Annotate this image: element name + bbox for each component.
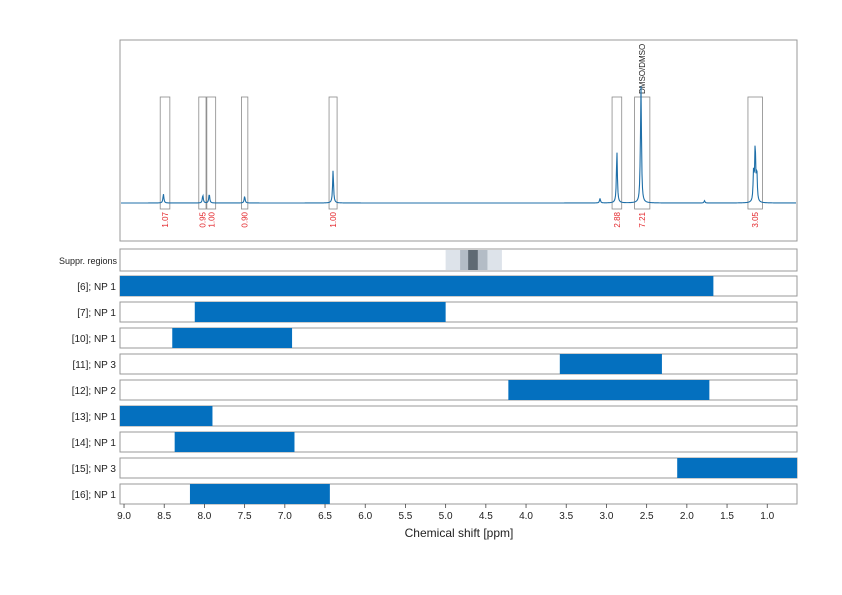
x-axis: 9.0 8.5 8.0 7.5 7.0 6.5 6.0 5.5 5.0 4.5 4.0 3.5 3.0 2…: [117, 504, 775, 522]
bar-2: [172, 328, 293, 348]
bar-label-8: [16]; NP 1: [72, 490, 117, 501]
bar-label-7: [15]; NP 3: [72, 464, 117, 475]
x-tick-label-3: 7.5: [238, 511, 252, 522]
suppression-band-2: [468, 250, 478, 270]
bar-5: [120, 406, 213, 426]
bar-0: [120, 276, 714, 296]
bar-row-frame-3: [119, 353, 798, 375]
x-tick-label-5: 6.5: [318, 511, 332, 522]
x-tick-label-16: 1.0: [760, 511, 774, 522]
integration-value-0: 1.07: [161, 211, 170, 227]
x-tick-label-2: 8.0: [197, 511, 211, 522]
integration-value-1: 0.95: [198, 211, 207, 227]
x-tick-label-9: 4.5: [479, 511, 493, 522]
bar-label-4: [12]; NP 2: [72, 386, 117, 397]
region-bars-panel: [6]; NP 1 [7]; NP 1 [10]; NP 1 [11]; NP 3 [1…: [72, 275, 798, 505]
bar-1: [194, 302, 446, 322]
x-tick-label-1: 8.5: [157, 511, 171, 522]
bar-label-1: [7]; NP 1: [77, 308, 116, 319]
x-tick-label-15: 1.5: [720, 511, 734, 522]
integration-box-0: [159, 96, 171, 210]
bar-row-frame-5: [119, 405, 798, 427]
bar-label-2: [10]; NP 1: [72, 334, 117, 345]
integration-box-5: [611, 96, 623, 210]
x-tick-label-11: 3.5: [559, 511, 573, 522]
integration-box-3: [241, 96, 249, 210]
x-tick-label-7: 5.5: [398, 511, 412, 522]
bar-label-5: [13]; NP 1: [72, 412, 117, 423]
integration-box-7: [747, 96, 763, 210]
x-tick-label-0: 9.0: [117, 511, 131, 522]
integration-value-7: 3.05: [751, 211, 760, 227]
integration-value-2: 1.00: [207, 211, 216, 227]
spectrum-line: [121, 86, 796, 204]
solvent-label: DMSO/DMSO: [638, 44, 647, 94]
x-tick-label-10: 4.0: [519, 511, 533, 522]
suppression-panel: Suppr. regions: [59, 248, 798, 272]
x-tick-label-8: 5.0: [439, 511, 453, 522]
x-tick-label-4: 7.0: [278, 511, 292, 522]
x-tick-label-12: 3.0: [599, 511, 613, 522]
integration-box-4: [328, 96, 338, 210]
bar-6: [174, 432, 295, 452]
x-tick-label-13: 2.5: [640, 511, 654, 522]
bar-3: [559, 354, 662, 374]
integration-value-3: 0.90: [241, 211, 250, 227]
spectrum-frame: [119, 39, 798, 242]
integration-box-1: [198, 96, 207, 210]
integration-value-4: 1.00: [329, 211, 338, 227]
integration-box-6: [634, 96, 651, 210]
suppression-label: Suppr. regions: [59, 256, 118, 266]
bar-label-6: [14]; NP 1: [72, 438, 117, 449]
integration-value-6: 7.21: [638, 211, 647, 227]
x-axis-label: Chemical shift [ppm]: [405, 526, 514, 540]
spectrum-panel: 1.07 0.95 1.00 0.90 1.00 2.88 7.21DMSO/DMSO3.0…: [119, 39, 798, 242]
bar-label-3: [11]; NP 3: [72, 360, 116, 371]
x-tick-label-14: 2.0: [680, 511, 694, 522]
bar-4: [508, 380, 710, 400]
bar-label-0: [6]; NP 1: [77, 282, 116, 293]
integration-box-2: [206, 96, 217, 210]
x-tick-label-6: 6.0: [358, 511, 372, 522]
integration-value-5: 2.88: [613, 211, 622, 227]
bar-8: [189, 484, 330, 504]
bar-7: [677, 458, 797, 478]
